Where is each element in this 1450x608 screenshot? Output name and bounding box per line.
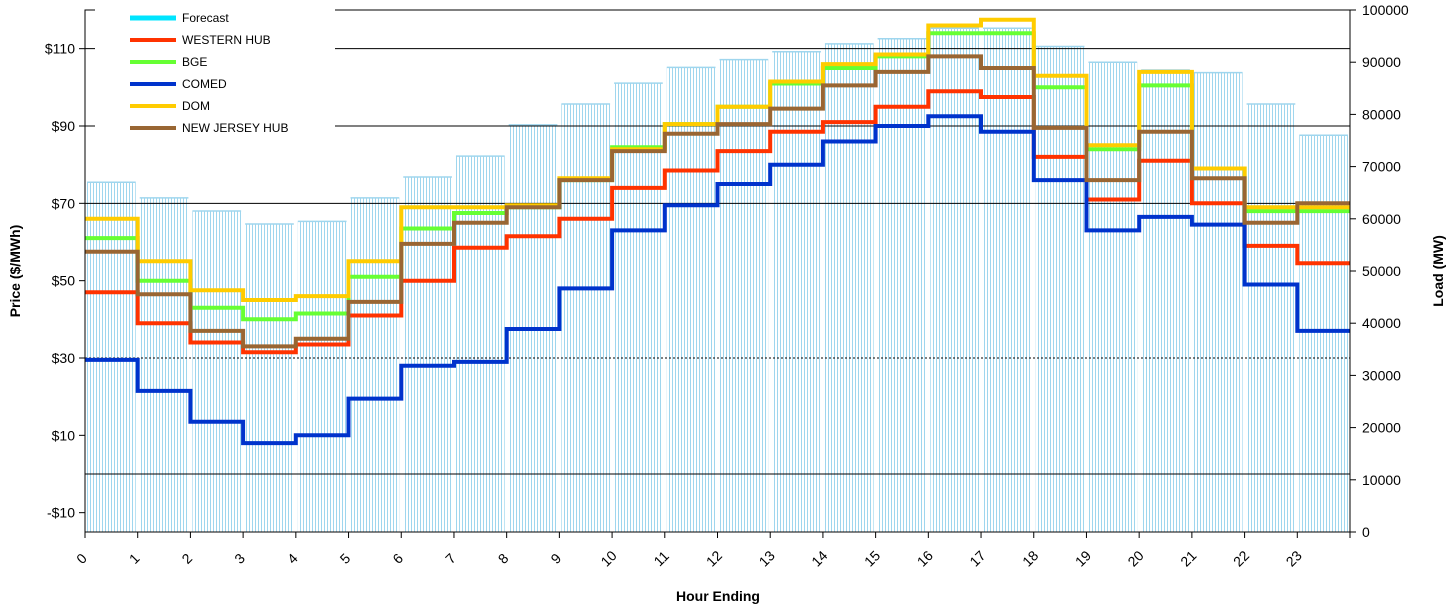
x-axis-label: 0 <box>73 550 90 567</box>
right-axis-label: 10000 <box>1362 472 1401 488</box>
forecast-bar <box>1141 70 1190 532</box>
forecast-bar <box>1193 72 1243 532</box>
x-axis-label: 10 <box>597 547 619 569</box>
x-axis: 0 1 2 3 4 5 6 7 8 9 10 11 12 13 14 15 16 17 18 19 20 21 22 23 <box>73 532 1351 570</box>
legend-series: WESTERN HUB BGE COMED DOM NEW JERSEY HUB <box>130 33 288 135</box>
y-axis-title-right: Load (MW) <box>1430 235 1446 307</box>
legend-label: WESTERN HUB <box>182 33 271 47</box>
legend-label-forecast: Forecast <box>182 11 229 25</box>
forecast-bar <box>1035 46 1085 532</box>
forecast-bar <box>87 182 136 532</box>
forecast-bar <box>666 67 716 533</box>
left-axis-label: $110 <box>45 41 75 57</box>
series-line-comed <box>85 114 1350 446</box>
left-axis-label: $70 <box>52 195 76 211</box>
right-axis-label: 40000 <box>1362 315 1401 331</box>
right-axis-label: 0 <box>1362 524 1370 540</box>
left-axis-label: -$10 <box>47 505 75 521</box>
left-axis-label: $30 <box>52 350 76 366</box>
y-axis-title-left: Price ($/MWh) <box>7 225 23 318</box>
legend: Forecast WESTERN HUB BGE COMED DOM NEW JERSE… <box>95 8 335 140</box>
forecast-bar <box>719 59 769 533</box>
right-axis-label: 100000 <box>1362 2 1409 18</box>
right-axis-label: 80000 <box>1362 106 1401 122</box>
x-axis-label: 8 <box>495 550 512 567</box>
right-axis-label: 50000 <box>1362 263 1401 279</box>
x-axis-label: 17 <box>966 547 988 569</box>
x-axis-label: 11 <box>650 548 672 570</box>
left-axis-label: $90 <box>52 118 76 134</box>
forecast-bar <box>561 103 611 533</box>
forecast-bar <box>139 197 189 533</box>
x-axis-label: 16 <box>914 547 936 569</box>
right-axis: 0 10000 20000 30000 40000 50000 60000 70000 8000… <box>1350 2 1409 540</box>
x-axis-label: 7 <box>442 550 459 567</box>
x-axis-label: 22 <box>1230 547 1252 569</box>
left-axis-label: $50 <box>52 273 76 289</box>
forecast-bars <box>87 27 1348 533</box>
right-axis-label: 20000 <box>1362 420 1401 436</box>
x-axis-title: Hour Ending <box>676 588 760 604</box>
legend-label: DOM <box>182 99 210 113</box>
series-lines <box>85 17 1350 446</box>
legend-label: COMED <box>182 77 227 91</box>
x-axis-label: 20 <box>1124 547 1146 569</box>
x-axis-label: 21 <box>1177 547 1199 569</box>
series-line-new-jersey-hub <box>85 54 1350 349</box>
forecast-bar <box>1299 135 1348 532</box>
forecast-bar <box>297 221 347 532</box>
legend-box <box>95 8 335 140</box>
x-axis-label: 4 <box>284 550 301 567</box>
right-axis-label: 90000 <box>1362 54 1401 70</box>
forecast-bar <box>983 28 1032 533</box>
x-axis-label: 12 <box>703 547 725 569</box>
forecast-bar <box>930 28 980 533</box>
forecast-bar <box>245 224 294 532</box>
forecast-bar <box>772 51 821 532</box>
forecast-bar <box>877 38 927 533</box>
x-axis-label: 5 <box>337 550 354 567</box>
forecast-bar <box>1246 103 1296 533</box>
forecast-bar <box>455 156 505 532</box>
x-axis-label: 2 <box>178 550 195 567</box>
forecast-bar <box>403 177 452 533</box>
legend-label: BGE <box>182 55 207 69</box>
x-axis-label: 18 <box>1019 547 1041 569</box>
x-axis-label: 23 <box>1283 547 1305 569</box>
x-axis-label: 3 <box>231 550 248 567</box>
forecast-bar <box>824 43 874 533</box>
right-axis-label: 60000 <box>1362 211 1401 227</box>
x-axis-label: 15 <box>861 547 883 569</box>
forecast-bar <box>192 210 242 532</box>
plot-area <box>84 9 1351 533</box>
right-axis-label: 30000 <box>1362 367 1401 383</box>
x-axis-label: 9 <box>547 550 564 567</box>
left-axis: -$10 $10 $30 $50 $70 $90 $110 <box>45 41 85 521</box>
forecast-bar <box>350 197 400 533</box>
forecast-bar <box>614 83 663 532</box>
x-axis-label: 6 <box>389 550 406 567</box>
x-axis-label: 13 <box>756 547 778 569</box>
legend-label: NEW JERSEY HUB <box>182 121 288 135</box>
x-axis-label: 1 <box>126 550 143 567</box>
x-axis-label: 19 <box>1072 547 1094 569</box>
right-axis-label: 70000 <box>1362 159 1401 175</box>
x-axis-label: 14 <box>808 547 830 569</box>
series-line-dom <box>85 17 1350 302</box>
forecast-bar <box>1088 62 1138 532</box>
left-axis-label: $10 <box>52 427 76 443</box>
